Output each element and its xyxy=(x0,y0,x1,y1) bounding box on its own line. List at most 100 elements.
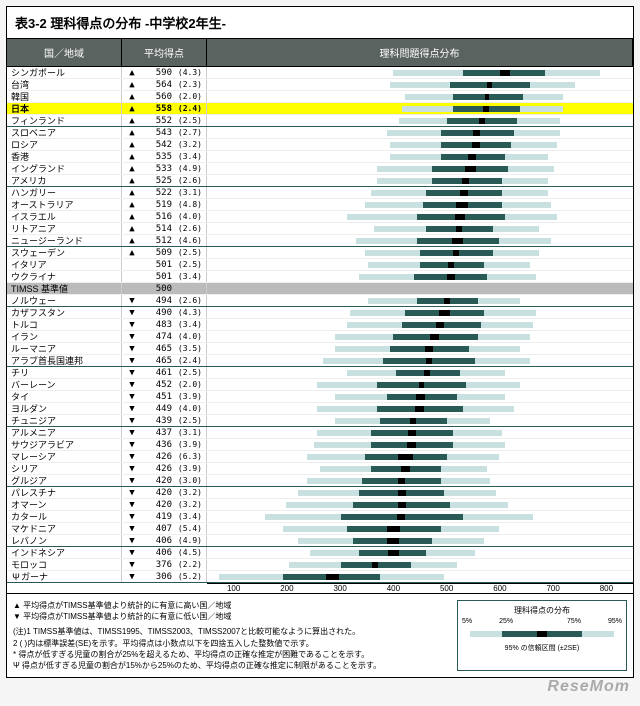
country-cell: グルジア xyxy=(7,475,122,486)
x-axis: 100200300400500600700800 xyxy=(207,583,633,593)
chart-cell xyxy=(207,319,633,330)
table-row: オーストラリア▲519(4.8) xyxy=(7,199,633,211)
country-cell: イタリア xyxy=(7,259,122,270)
chart-cell xyxy=(207,247,633,258)
chart-cell xyxy=(207,355,633,366)
legend-p75: 75% xyxy=(567,618,581,625)
chart-cell xyxy=(207,187,633,198)
country-cell: TIMSS 基準値 xyxy=(7,283,122,294)
country-cell: オーストラリア xyxy=(7,199,122,210)
table-row: スウェーデン▲509(2.5) xyxy=(7,247,633,259)
chart-cell xyxy=(207,415,633,426)
chart-cell xyxy=(207,451,633,462)
country-cell: オマーン xyxy=(7,499,122,510)
axis-tick: 400 xyxy=(367,584,420,593)
table-row: リトアニア▲514(2.6) xyxy=(7,223,633,235)
table-row: イラン▼474(4.0) xyxy=(7,331,633,343)
country-cell: サウジアラビア xyxy=(7,439,122,450)
chart-cell xyxy=(207,307,633,318)
chart-cell xyxy=(207,499,633,510)
score-cell: ▼451(3.9) xyxy=(122,391,207,402)
legend-title: 理科得点の分布 xyxy=(462,605,622,616)
score-cell: ▲533(4.9) xyxy=(122,163,207,174)
table-row: Ψガーナ▼306(5.2) xyxy=(7,571,633,583)
score-cell: ▲542(3.2) xyxy=(122,139,207,150)
score-cell: ▲560(2.0) xyxy=(122,91,207,102)
table-row: インドネシア▼406(4.5) xyxy=(7,547,633,559)
axis-tick: 300 xyxy=(314,584,367,593)
watermark: ReseMom xyxy=(547,678,630,696)
country-cell: ハンガリー xyxy=(7,187,122,198)
score-cell: ▼452(2.0) xyxy=(122,379,207,390)
header-row: 国／地域 平均得点 理科問題得点分布 xyxy=(7,38,633,67)
note-3: * 得点が低すぎる児童の割合が25%を超えるため、平均得点の正確な推定が困難であ… xyxy=(13,649,447,660)
chart-cell xyxy=(207,175,633,186)
chart-cell xyxy=(207,211,633,222)
country-cell: スウェーデン xyxy=(7,247,122,258)
note-4: Ψ 得点が低すぎる児童の割合が15%から25%のため、平均得点の正確な推定に制限… xyxy=(13,660,447,671)
country-cell: イラン xyxy=(7,331,122,342)
score-cell: ▲535(3.4) xyxy=(122,151,207,162)
chart-cell xyxy=(207,199,633,210)
country-cell: パレスチナ xyxy=(7,487,122,498)
axis-tick: 700 xyxy=(527,584,580,593)
chart-cell xyxy=(207,559,633,570)
country-cell: マケドニア xyxy=(7,523,122,534)
table-row: サウジアラビア▼436(3.9) xyxy=(7,439,633,451)
chart-cell xyxy=(207,343,633,354)
score-cell: ▼406(4.5) xyxy=(122,547,207,558)
country-cell: フィンランド xyxy=(7,115,122,126)
country-cell: Ψガーナ xyxy=(7,571,122,582)
country-cell: シンガポール xyxy=(7,67,122,78)
table-row: カタール▼419(3.4) xyxy=(7,511,633,523)
chart-cell xyxy=(207,235,633,246)
legend-p5: 5% xyxy=(462,618,472,625)
table-row: タイ▼451(3.9) xyxy=(7,391,633,403)
note-2: 2 ( )内は標準誤差(SE)を示す。平均得点は小数点以下を四捨五入した整数値で… xyxy=(13,638,447,649)
country-cell: アルメニア xyxy=(7,427,122,438)
chart-cell xyxy=(207,151,633,162)
score-cell: ▲552(2.5) xyxy=(122,115,207,126)
chart-cell xyxy=(207,163,633,174)
chart-cell xyxy=(207,571,633,582)
country-cell: ニュージーランド xyxy=(7,235,122,246)
country-cell: ノルウェー xyxy=(7,295,122,306)
table-row: マケドニア▼407(5.4) xyxy=(7,523,633,535)
country-cell: カザフスタン xyxy=(7,307,122,318)
axis-tick: 100 xyxy=(207,584,260,593)
table-row: グルジア▼420(3.0) xyxy=(7,475,633,487)
chart-cell xyxy=(207,127,633,138)
table-row: チュニジア▼439(2.5) xyxy=(7,415,633,427)
table-row: パレスチナ▼420(3.2) xyxy=(7,487,633,499)
chart-cell xyxy=(207,427,633,438)
country-cell: 日本 xyxy=(7,103,122,114)
chart-cell xyxy=(207,295,633,306)
table-row: ルーマニア▼465(3.5) xyxy=(7,343,633,355)
country-cell: 韓国 xyxy=(7,91,122,102)
table-row: シンガポール▲590(4.3) xyxy=(7,67,633,79)
score-cell: ▼494(2.6) xyxy=(122,295,207,306)
country-cell: リトアニア xyxy=(7,223,122,234)
score-cell: 500 xyxy=(122,283,207,294)
chart-cell xyxy=(207,487,633,498)
score-cell: ▲564(2.3) xyxy=(122,79,207,90)
table-body: シンガポール▲590(4.3)台湾▲564(2.3)韓国▲560(2.0)日本▲… xyxy=(7,67,633,583)
table-row: 韓国▲560(2.0) xyxy=(7,91,633,103)
legend-p25: 25% xyxy=(499,618,513,625)
chart-cell xyxy=(207,79,633,90)
score-cell: ▼306(5.2) xyxy=(122,571,207,582)
chart-cell xyxy=(207,523,633,534)
country-cell: ウクライナ xyxy=(7,271,122,282)
chart-cell xyxy=(207,511,633,522)
country-cell: 香港 xyxy=(7,151,122,162)
country-cell: ヨルダン xyxy=(7,403,122,414)
score-cell: ▼490(4.3) xyxy=(122,307,207,318)
country-cell: マレーシア xyxy=(7,451,122,462)
table-row: イングランド▲533(4.9) xyxy=(7,163,633,175)
table-row: チリ▼461(2.5) xyxy=(7,367,633,379)
chart-cell xyxy=(207,535,633,546)
chart-cell xyxy=(207,67,633,78)
table-row: アメリカ▲525(2.6) xyxy=(7,175,633,187)
table-row: レバノン▼406(4.9) xyxy=(7,535,633,547)
header-score: 平均得点 xyxy=(122,39,207,66)
